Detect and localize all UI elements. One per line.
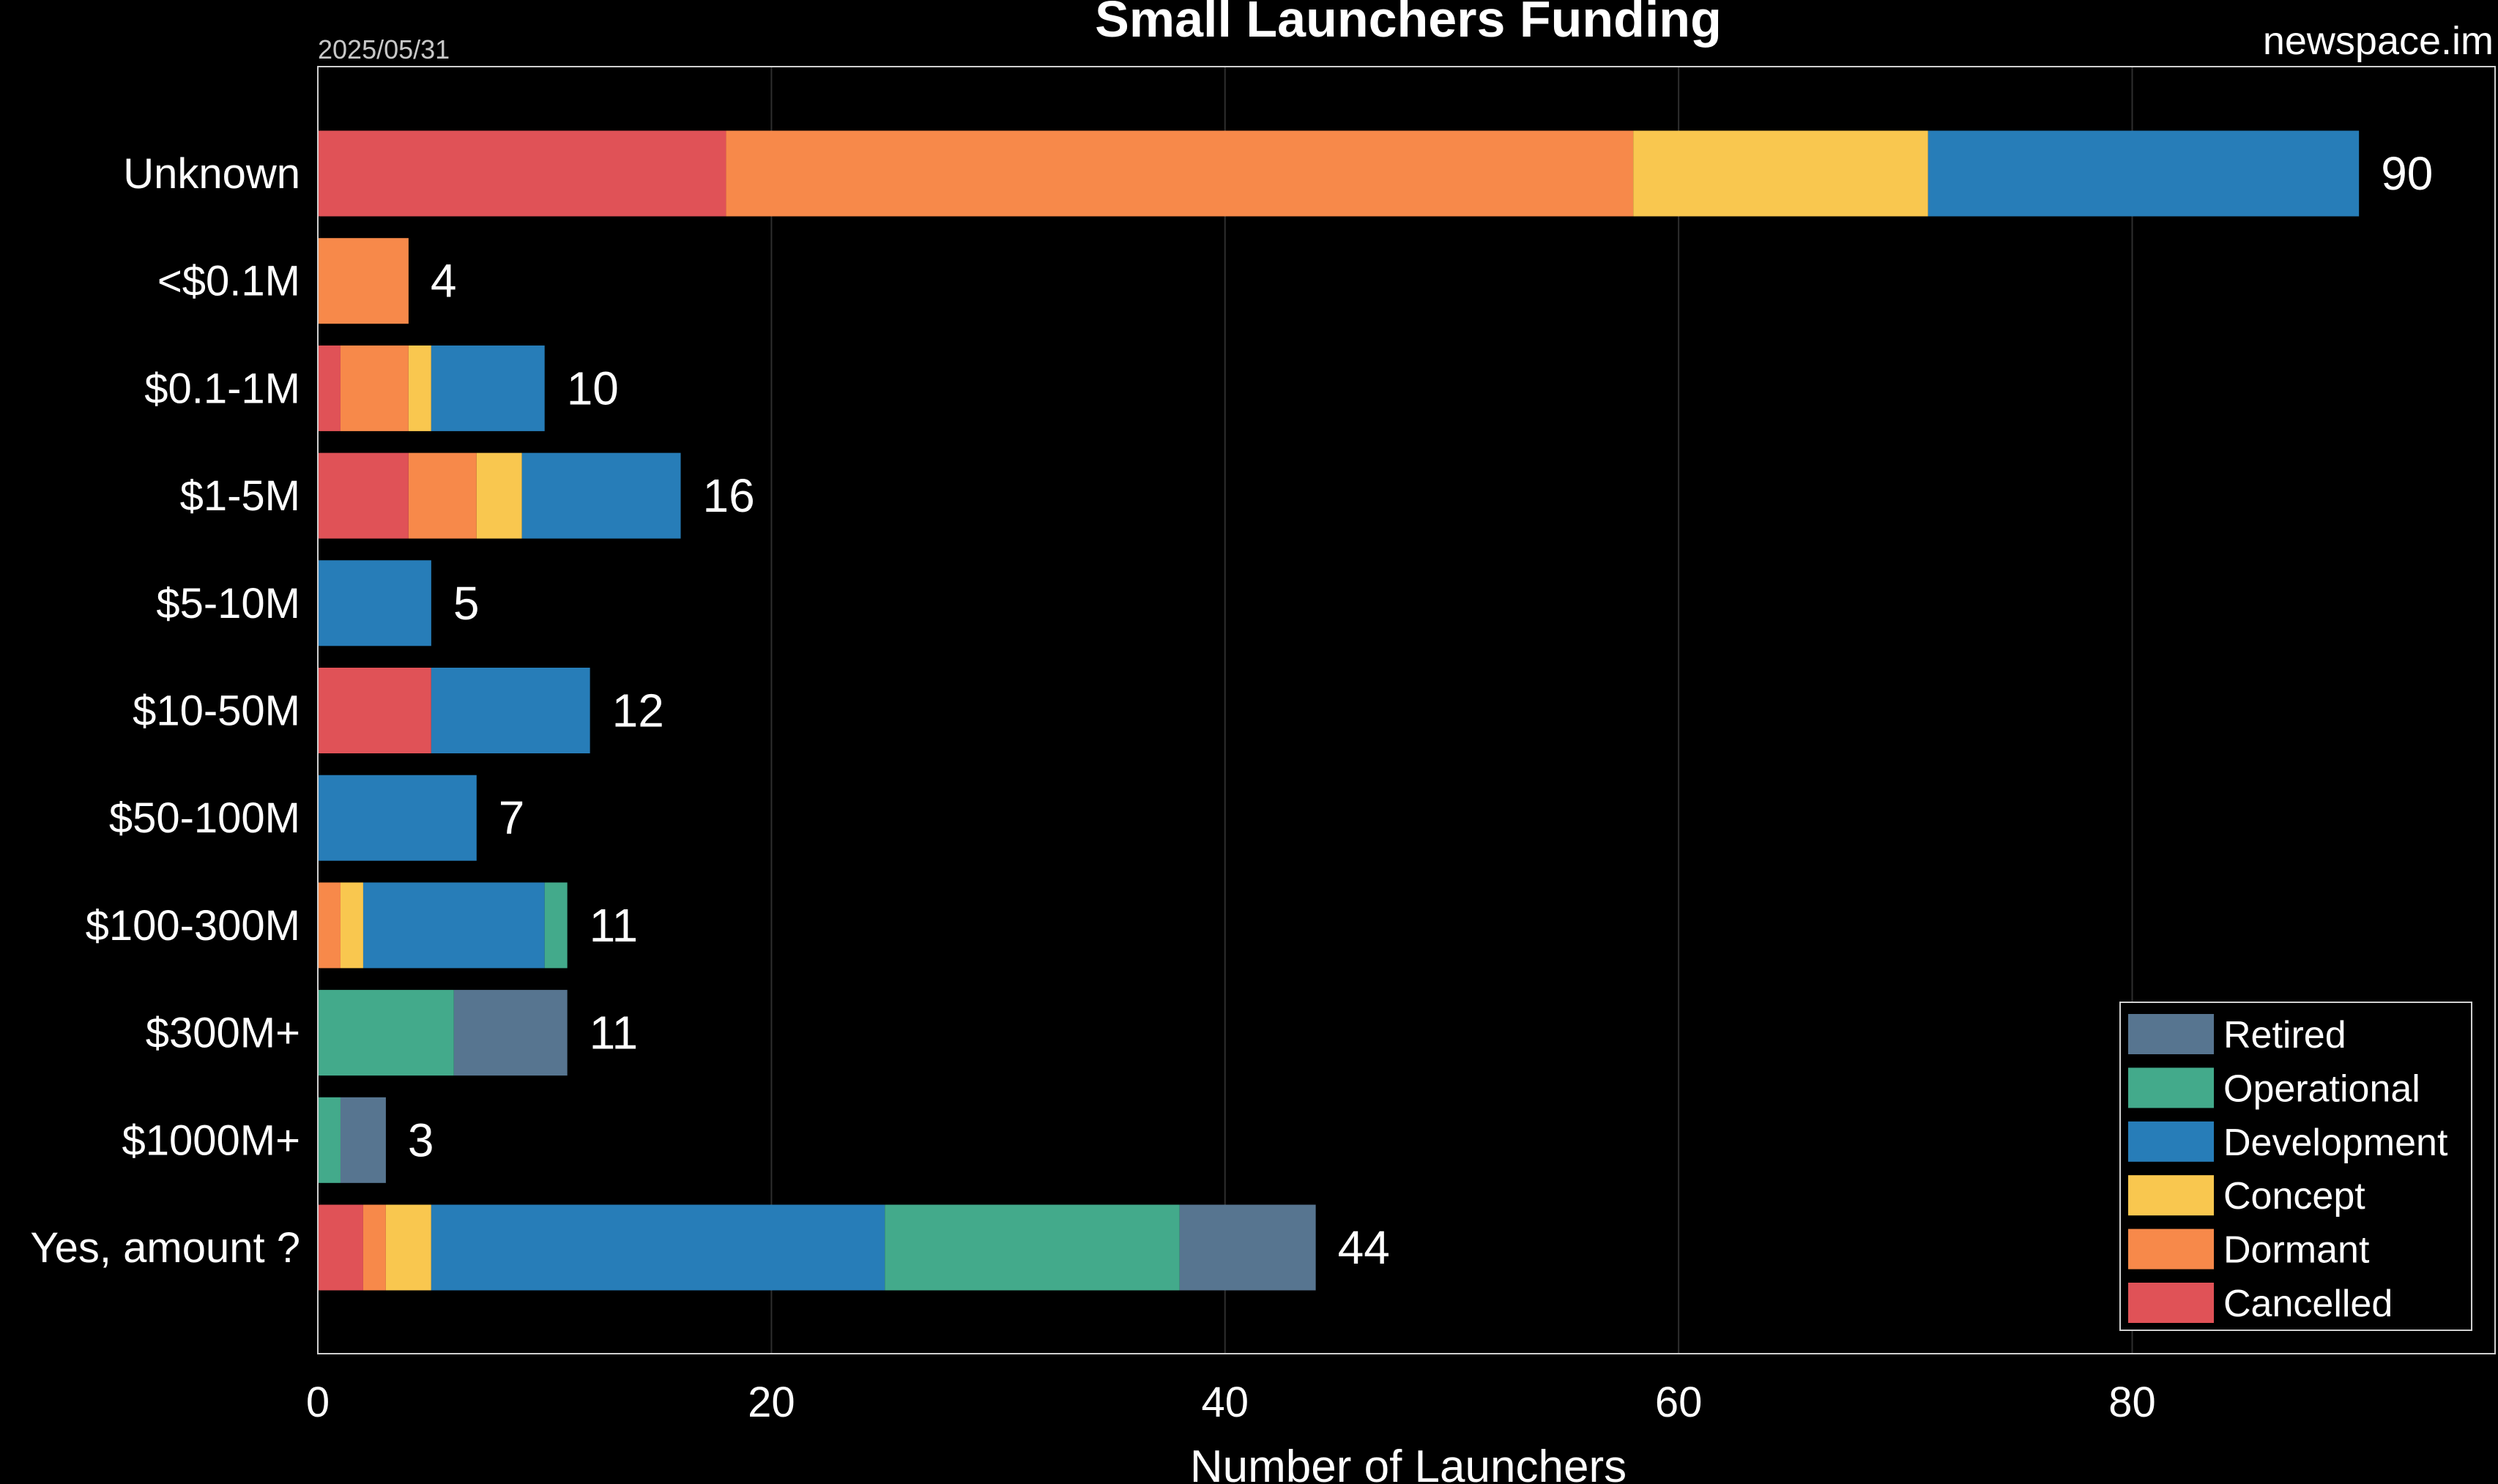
bar-segment-dormant (408, 452, 477, 539)
category-labels: Unknown <$0.1M $0.1-1M $1-5M $5-10M $10-50M $5… (30, 150, 300, 1272)
bar-segment-development (363, 882, 545, 969)
bar-segment-operational (318, 1097, 341, 1183)
legend-swatch-cancelled (2128, 1283, 2214, 1323)
bar-total-label: 90 (2381, 147, 2433, 200)
bar-segment-development (1928, 130, 2360, 217)
bar-segment-cancelled (318, 668, 431, 753)
bar-segment-cancelled (318, 345, 341, 431)
bar-total-label: 11 (590, 1007, 638, 1059)
x-axis-title: Number of Launchers (1190, 1442, 1627, 1484)
plot-frame (317, 66, 2496, 1354)
legend-label-concept: Concept (2223, 1175, 2365, 1218)
bar-segment-dormant (318, 882, 341, 969)
bar-segment-development (318, 775, 477, 861)
x-tick-label: 40 (1201, 1379, 1249, 1426)
bar-segment-concept (340, 882, 363, 969)
bar-segment-cancelled (318, 1204, 363, 1291)
bar-segment-concept (385, 1204, 431, 1291)
category-label: $1000M+ (122, 1116, 300, 1164)
bar-segment-dormant (726, 130, 1634, 217)
chart-date: 2025/05/31 (318, 34, 450, 64)
category-label: $100-300M (86, 902, 300, 950)
x-tick-label: 60 (1655, 1379, 1703, 1426)
category-label: $5-10M (156, 580, 300, 627)
bar-total-label: 4 (431, 255, 457, 307)
category-label: $1-5M (180, 472, 300, 520)
category-label: $0.1-1M (144, 365, 300, 412)
bar-total-label: 11 (590, 899, 638, 952)
bar-total-label: 10 (567, 362, 619, 414)
legend-swatch-development (2128, 1121, 2214, 1162)
legend-frame (2119, 1002, 2472, 1331)
category-label: Unknown (123, 150, 300, 198)
bar-total-label: 44 (1338, 1221, 1390, 1274)
bar-segment-operational (885, 1204, 1180, 1291)
bar-segment-development (521, 452, 681, 539)
category-label: <$0.1M (157, 258, 300, 305)
category-label: $50-100M (109, 794, 300, 842)
category-label: $10-50M (133, 687, 300, 735)
bar-segment-concept (476, 452, 522, 539)
bar-segment-concept (408, 345, 431, 431)
bar-segment-development (431, 1204, 885, 1291)
bar-total-label: 5 (453, 577, 480, 630)
legend-label-cancelled: Cancelled (2223, 1283, 2393, 1325)
bar-segment-cancelled (318, 130, 726, 217)
x-tick-label: 0 (306, 1379, 330, 1426)
legend: Retired Operational Development Concept Dorm… (2119, 1002, 2472, 1331)
chart-title: Small Launchers Funding (1095, 0, 1722, 48)
bar-segment-dormant (340, 345, 409, 431)
category-label: Yes, amount ? (30, 1224, 300, 1272)
bar-total-label: 3 (408, 1114, 434, 1166)
legend-swatch-operational (2128, 1067, 2214, 1108)
bar-segment-retired (1179, 1204, 1316, 1291)
bar-segment-development (318, 560, 431, 646)
legend-label-dormant: Dormant (2223, 1229, 2370, 1272)
bar-segment-cancelled (318, 452, 409, 539)
bar-segment-dormant (363, 1204, 386, 1291)
bar-segment-retired (453, 990, 568, 1076)
legend-label-operational: Operational (2223, 1067, 2420, 1110)
bar-segment-concept (1633, 130, 1928, 217)
bars (318, 130, 2360, 1291)
legend-swatch-concept (2128, 1175, 2214, 1216)
bar-segment-retired (340, 1097, 386, 1183)
legend-swatch-retired (2128, 1014, 2214, 1054)
bar-segment-development (431, 345, 545, 431)
bar-segment-development (431, 668, 590, 753)
x-axis-ticks: 0 20 40 60 80 (306, 1379, 2156, 1426)
legend-label-development: Development (2223, 1122, 2448, 1164)
x-tick-label: 80 (2108, 1379, 2156, 1426)
bar-total-label: 16 (703, 469, 755, 522)
legend-swatch-dormant (2128, 1228, 2214, 1269)
bar-segment-operational (318, 990, 454, 1076)
chart-source: newspace.im (2263, 19, 2494, 63)
x-tick-label: 20 (748, 1379, 795, 1426)
legend-label-retired: Retired (2223, 1014, 2346, 1056)
bar-segment-dormant (318, 238, 409, 324)
bar-total-label: 7 (499, 791, 525, 844)
bar-total-label: 12 (612, 685, 664, 737)
bar-segment-operational (544, 882, 568, 969)
category-label: $300M+ (146, 1010, 300, 1057)
total-labels: 90 4 10 16 5 12 7 11 11 3 44 (408, 147, 2433, 1274)
